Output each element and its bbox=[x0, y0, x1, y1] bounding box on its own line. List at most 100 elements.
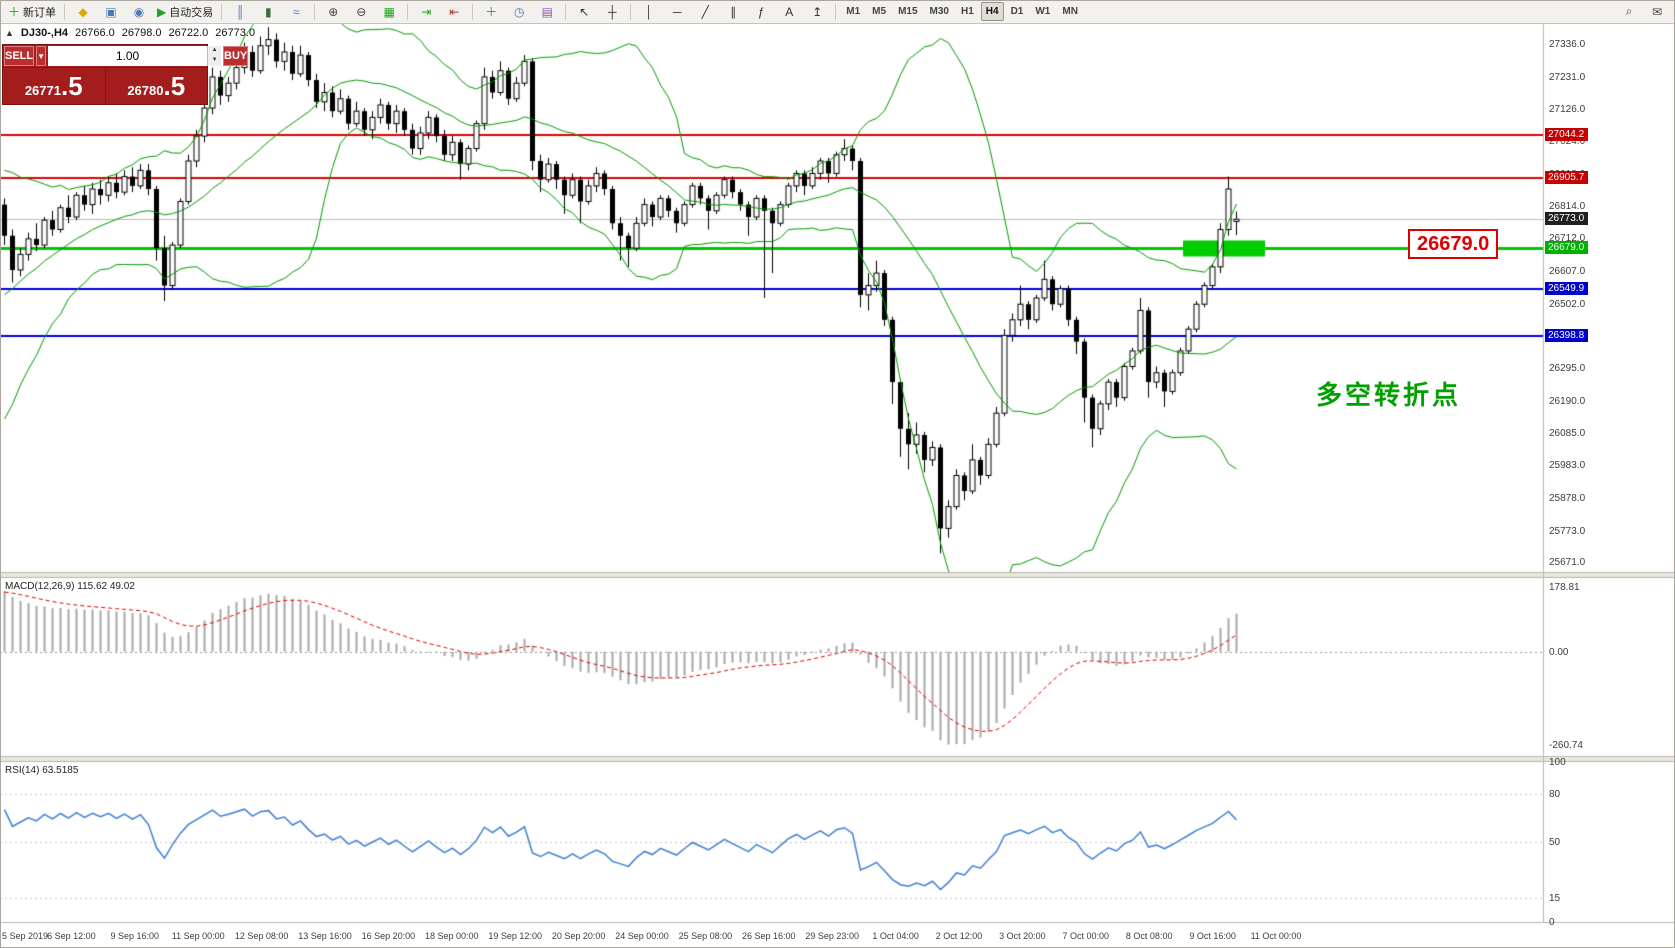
layouts-button[interactable]: ◆ bbox=[70, 1, 96, 23]
time-axis-label: 5 Sep 2019 bbox=[2, 931, 49, 941]
sell-button[interactable]: SELL bbox=[4, 46, 35, 66]
search-button[interactable]: ⌕ bbox=[1616, 1, 1642, 23]
channel-button[interactable]: ∥ bbox=[720, 1, 746, 23]
ohlc-open: 26766.0 bbox=[75, 27, 115, 39]
ohlc-close: 26773.0 bbox=[215, 27, 256, 39]
periods-button[interactable]: ◷ bbox=[506, 1, 532, 23]
macd-label: MACD(12,26,9) 115.62 49.02 bbox=[5, 581, 135, 592]
chart-symbol: DJ30-,H4 bbox=[20, 27, 68, 39]
volume-down-icon[interactable]: ▼ bbox=[208, 56, 222, 66]
auto-trading-button[interactable]: ▶ 自动交易 bbox=[154, 1, 216, 23]
timeframe-m5[interactable]: M5 bbox=[872, 6, 887, 17]
one-click-collapse-icon[interactable]: ▲ bbox=[5, 28, 14, 38]
timeframe-h1[interactable]: H1 bbox=[960, 6, 974, 17]
tile-windows-button[interactable]: ▦ bbox=[376, 1, 402, 23]
vertical-line-button[interactable]: │ bbox=[636, 1, 662, 23]
volume-up-icon[interactable]: ▲ bbox=[208, 46, 222, 56]
toolbar-separator bbox=[835, 3, 837, 20]
text-button[interactable]: A bbox=[776, 1, 802, 23]
rsi-label: RSI(14) 63.5185 bbox=[5, 765, 79, 776]
indicators-button[interactable]: ＋ bbox=[478, 1, 504, 23]
time-axis-label: 11 Oct 00:00 bbox=[1250, 931, 1302, 941]
buy-button[interactable]: BUY bbox=[223, 46, 249, 66]
one-click-top-row: SELL ▼ ▲ ▼ BUY bbox=[3, 45, 249, 68]
trendline-button[interactable]: ╱ bbox=[692, 1, 718, 23]
key-level-price-label: 26679.0 bbox=[1408, 229, 1499, 259]
macd-axis-label: 0.00 bbox=[1549, 646, 1569, 658]
volume-dropdown-icon[interactable]: ▼ bbox=[36, 46, 47, 66]
timeframe-m30[interactable]: M30 bbox=[929, 6, 949, 17]
time-axis-label: 16 Sep 20:00 bbox=[361, 931, 416, 941]
chart-shift-button[interactable]: ⇤ bbox=[441, 1, 467, 23]
timeframe-d1[interactable]: D1 bbox=[1010, 6, 1024, 17]
time-axis-label: 26 Sep 16:00 bbox=[742, 931, 796, 941]
auto-scroll-button[interactable]: ⇥ bbox=[413, 1, 439, 23]
time-axis-label: 18 Sep 00:00 bbox=[425, 931, 479, 941]
time-axis-label: 7 Oct 00:00 bbox=[1062, 931, 1110, 941]
price-axis-label: 26085.0 bbox=[1549, 428, 1586, 440]
zoom-out-icon: ⊖ bbox=[356, 4, 367, 19]
fibonacci-button[interactable]: ƒ bbox=[748, 1, 774, 23]
toolbar-right: ⌕ ✉ bbox=[1615, 1, 1671, 23]
indicators-icon: ＋ bbox=[485, 5, 498, 19]
buy-price[interactable]: 26780 .5 bbox=[104, 68, 208, 104]
timeframe-m1[interactable]: M1 bbox=[846, 6, 861, 17]
horizontal-line-button[interactable]: ─ bbox=[664, 1, 690, 23]
price-axis-label: 25773.0 bbox=[1549, 525, 1586, 537]
price-axis-label: 26502.0 bbox=[1549, 298, 1586, 310]
bar-chart-button[interactable]: ║ bbox=[227, 1, 253, 23]
rsi-axis-label: 0 bbox=[1549, 917, 1555, 928]
price-tag: 26398.8 bbox=[1545, 328, 1589, 342]
chat-button[interactable]: ✉ bbox=[1644, 1, 1670, 23]
timeframe-mn[interactable]: MN bbox=[1062, 6, 1078, 17]
toolbar-separator bbox=[221, 3, 223, 20]
line-chart-button[interactable]: ≈ bbox=[283, 1, 309, 23]
price-axis-label: 25878.0 bbox=[1549, 492, 1586, 504]
volume-input[interactable] bbox=[48, 46, 208, 66]
sell-price[interactable]: 26771 .5 bbox=[3, 68, 105, 104]
new-order-button[interactable]: ＋新订单 bbox=[5, 1, 59, 23]
time-axis-label: 29 Sep 23:00 bbox=[805, 931, 859, 941]
layouts-icon: ◆ bbox=[78, 4, 88, 19]
rsi-axis-label: 80 bbox=[1549, 789, 1561, 800]
crosshair-icon: ┼ bbox=[607, 4, 617, 19]
volume-box: ▲ ▼ bbox=[48, 46, 222, 66]
zoom-in-icon: ⊕ bbox=[328, 4, 339, 19]
crosshair-button[interactable]: ┼ bbox=[599, 1, 625, 23]
profiles-icon: ▣ bbox=[105, 4, 117, 19]
auto-trading-button-label: 自动交易 bbox=[169, 6, 214, 19]
price-axis-label: 26295.0 bbox=[1549, 363, 1586, 375]
price-axis-label: 25983.0 bbox=[1549, 460, 1586, 472]
rsi-axis-label: 15 bbox=[1549, 893, 1561, 904]
annotation-text: 多空转折点 bbox=[1316, 381, 1462, 411]
timeframe-h4[interactable]: H4 bbox=[980, 2, 1004, 21]
zoom-out-button[interactable]: ⊖ bbox=[348, 1, 374, 23]
sell-price-big: .5 bbox=[60, 71, 83, 101]
trendline-icon: ╱ bbox=[701, 4, 709, 19]
time-axis-label: 20 Sep 20:00 bbox=[551, 931, 606, 941]
toolbar-separator bbox=[472, 3, 474, 20]
tile-windows-icon: ▦ bbox=[383, 4, 395, 19]
price-tag: 26773.0 bbox=[1545, 212, 1589, 226]
timeframe-w1[interactable]: W1 bbox=[1035, 6, 1051, 17]
auto-trading-icon: ▶ bbox=[157, 4, 167, 19]
time-axis-label: 25 Sep 08:00 bbox=[678, 931, 733, 941]
alerts-button[interactable]: ◉ bbox=[126, 1, 152, 23]
price-axis-label: 27231.0 bbox=[1549, 71, 1586, 83]
rsi-axis-label: 100 bbox=[1549, 757, 1566, 768]
price-axis-label: 26712.0 bbox=[1549, 233, 1586, 245]
zoom-in-button[interactable]: ⊕ bbox=[320, 1, 346, 23]
toolbar-separator bbox=[630, 3, 632, 20]
profiles-button[interactable]: ▣ bbox=[98, 1, 124, 23]
candlestick-chart-button[interactable]: ▮ bbox=[255, 1, 281, 23]
buy-price-big: .5 bbox=[163, 71, 186, 101]
arrow-tools-button[interactable]: ↥ bbox=[804, 1, 830, 23]
timeframe-m15[interactable]: M15 bbox=[898, 6, 918, 17]
chart-shift-icon: ⇤ bbox=[449, 4, 460, 19]
templates-button[interactable]: ▤ bbox=[534, 1, 560, 23]
macd-axis-label: -260.74 bbox=[1549, 740, 1583, 752]
time-axis-label: 6 Sep 12:00 bbox=[47, 931, 96, 941]
horizontal-line-icon: ─ bbox=[672, 4, 682, 19]
cursor-button[interactable]: ↖ bbox=[571, 1, 597, 23]
